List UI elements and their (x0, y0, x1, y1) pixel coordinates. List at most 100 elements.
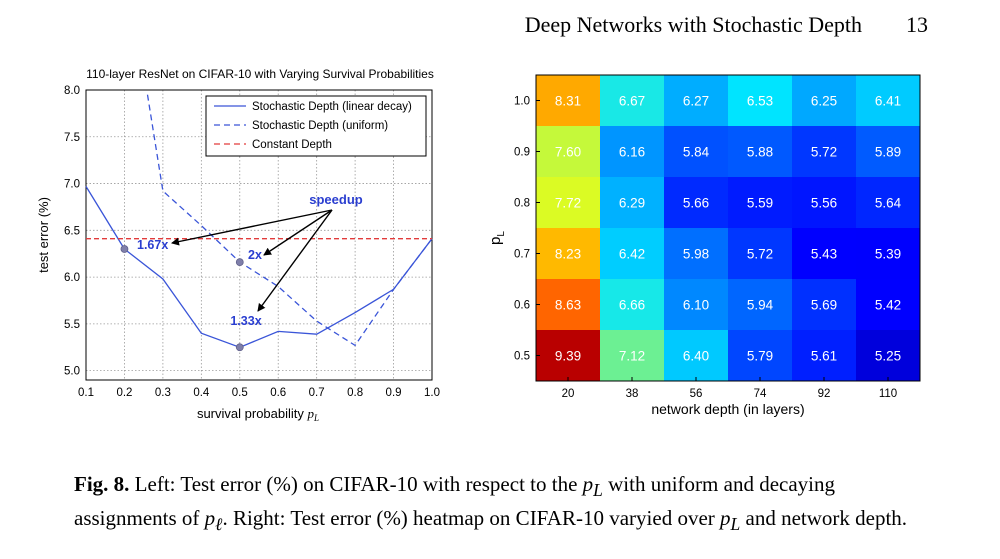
heatmap-cell (536, 177, 601, 229)
x-tick-label: 0.8 (347, 387, 363, 399)
heatmap-cell (856, 228, 921, 280)
heatmap-cell (664, 126, 729, 178)
heatmap-cell (664, 228, 729, 280)
x-tick-label: 0.7 (309, 387, 325, 399)
x-tick-label: 38 (626, 388, 639, 400)
y-tick-label: 1.0 (514, 96, 530, 108)
y-tick-label: 7.5 (64, 132, 80, 144)
legend-entry: Constant Depth (252, 139, 332, 151)
x-tick-label: 110 (879, 388, 897, 400)
y-tick-label: 7.0 (64, 179, 80, 191)
heatmap-value: 6.67 (619, 94, 645, 109)
heatmap-cell (600, 177, 665, 229)
heatmap-value: 9.39 (555, 349, 581, 364)
series-line-1 (85, 186, 433, 348)
speedup-arrow (171, 209, 333, 246)
heatmap-value: 5.25 (875, 349, 901, 364)
heatmap-cell (856, 75, 921, 127)
y-tick-label: 8.0 (64, 85, 80, 97)
x-tick-label: 0.4 (193, 387, 210, 399)
heatmap-value: 5.61 (811, 349, 837, 364)
heatmap-cell (792, 126, 857, 178)
heatmap-value: 5.64 (875, 196, 902, 211)
heatmap-value: 5.72 (811, 145, 837, 160)
heatmap-value: 6.53 (747, 94, 773, 109)
speedup-arrows (171, 209, 333, 312)
caption-text-3: . Right: Test error (%) heatmap on CIFAR… (222, 506, 721, 531)
heatmap-cell (856, 279, 921, 331)
caption-sub-1: L (593, 480, 603, 501)
heatmap-value: 5.84 (683, 145, 710, 160)
heatmap-cell (792, 330, 857, 382)
line-chart-title: 110-layer ResNet on CIFAR-10 with Varyin… (86, 67, 434, 81)
x-tick-label: 0.9 (386, 387, 402, 399)
caption-text-2: with uniform and decaying assignments of (74, 472, 835, 531)
heatmap-value: 6.16 (619, 145, 645, 160)
heatmap-cells: 8.31 6.67 6.27 6.53 6.25 6.41 7.60 6.16 5.84 5.88… (536, 75, 921, 382)
heatmap-y-ticks: 1.0 0.9 0.8 0.7 0.6 0.5 (514, 96, 540, 363)
running-head: Deep Networks with Stochastic Depth 13 (525, 12, 928, 38)
heatmap-cell (600, 126, 665, 178)
line-chart-frame (85, 89, 433, 381)
caption-symbol-2: p (204, 506, 216, 531)
line-chart-ylabel: test error (%) (36, 197, 51, 273)
heatmap-value: 5.88 (747, 145, 773, 160)
heatmap-cell (536, 126, 601, 178)
x-tick-label: 0.1 (78, 387, 94, 399)
heatmap-value: 6.27 (683, 94, 709, 109)
heatmap-cell (536, 279, 601, 331)
heatmap-value: 5.42 (875, 298, 901, 313)
speedup-point (120, 245, 129, 253)
caption-symbol-1: p (582, 472, 594, 496)
caption-sub-3: L (730, 514, 741, 535)
y-tick-label: 6.5 (64, 225, 80, 237)
heatmap-value: 6.42 (619, 247, 645, 262)
heatmap-value: 8.63 (555, 298, 581, 313)
heatmap-value: 6.25 (811, 94, 837, 109)
x-tick-label: 92 (818, 388, 831, 400)
line-chart: 110-layer ResNet on CIFAR-10 with Varyin… (36, 67, 440, 423)
caption-text-4: and network depth. (740, 506, 908, 531)
line-chart-x-ticks: 0.1 0.2 0.3 0.4 0.5 0.6 0.7 0.8 0.9 1.0 (78, 387, 440, 399)
heatmap-value: 5.72 (747, 247, 773, 262)
heatmap-cell (728, 177, 793, 229)
line-chart-xlabel: survival probability pL (197, 406, 319, 423)
line-chart-series (85, 94, 433, 348)
heatmap-cell (792, 228, 857, 280)
speedup-label: 1.67x (137, 238, 168, 252)
line-chart-legend: Stochastic Depth (linear decay) Stochasti… (205, 95, 427, 157)
heatmap-cell (536, 228, 601, 280)
heatmap-chart: 8.31 6.67 6.27 6.53 6.25 6.41 7.60 6.16 5.84 5.88… (487, 74, 921, 417)
heatmap-frame (535, 74, 921, 382)
heatmap-cell (664, 330, 729, 382)
heatmap-cell (728, 330, 793, 382)
heatmap-cell (792, 75, 857, 127)
heatmap-value: 5.66 (683, 196, 709, 211)
heatmap-xlabel: network depth (in layers) (651, 401, 804, 417)
x-tick-label: 0.2 (116, 387, 132, 399)
heatmap-value: 5.98 (683, 247, 709, 262)
heatmap-cell (600, 330, 665, 382)
line-chart-markers: 1.67x 2x 1.33x (120, 238, 262, 352)
y-tick-label: 0.7 (514, 249, 530, 261)
line-chart-y-ticks: 5.0 5.5 6.0 6.5 7.0 7.5 8.0 (64, 85, 80, 378)
heatmap-value: 5.43 (811, 247, 837, 262)
heatmap-value: 5.39 (875, 247, 901, 262)
speedup-point (235, 343, 244, 352)
heatmap-cell (536, 330, 601, 382)
heatmap-cell (600, 228, 665, 280)
x-tick-label: 0.6 (270, 387, 286, 399)
series-line-2 (146, 94, 433, 347)
y-tick-label: 0.9 (514, 147, 530, 159)
heatmap-value: 8.31 (555, 94, 581, 109)
x-tick-label: 0.3 (155, 387, 171, 399)
heatmap-cell (792, 279, 857, 331)
y-tick-label: 0.8 (514, 198, 530, 210)
caption-sub-2: ℓ (215, 514, 223, 535)
heatmap-cell (728, 126, 793, 178)
heatmap-cell (600, 279, 665, 331)
heatmap-cell (664, 279, 729, 331)
x-tick-label: 20 (562, 388, 575, 400)
heatmap-cell (856, 177, 921, 229)
heatmap-value: 5.59 (747, 196, 773, 211)
